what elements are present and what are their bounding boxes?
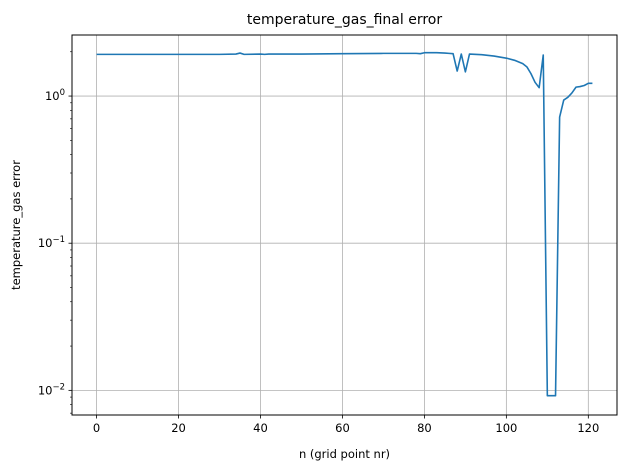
series-layer (96, 51, 593, 397)
x-tick-label: 60 (335, 421, 350, 435)
y-tick-label: 10−1 (38, 235, 65, 250)
x-axis-label: n (grid point nr) (299, 447, 390, 461)
y-axis-label: temperature_gas error (9, 160, 23, 290)
x-tick-label: 100 (495, 421, 517, 435)
y-tick-label: 10−2 (38, 382, 65, 397)
series-line (96, 51, 593, 397)
x-tick-label: 40 (253, 421, 268, 435)
plot-frame (71, 34, 618, 416)
grid-layer (72, 35, 617, 415)
x-tick-label: 80 (417, 421, 432, 435)
tick-layer: 0 20 40 60 80 100 120 10−2 10−1 100 (38, 51, 599, 435)
y-tick-label: 100 (45, 88, 65, 103)
x-tick-label: 20 (171, 421, 186, 435)
x-tick-label: 120 (577, 421, 599, 435)
chart-title: temperature_gas_final error (247, 12, 443, 28)
x-tick-label: 0 (93, 421, 100, 435)
